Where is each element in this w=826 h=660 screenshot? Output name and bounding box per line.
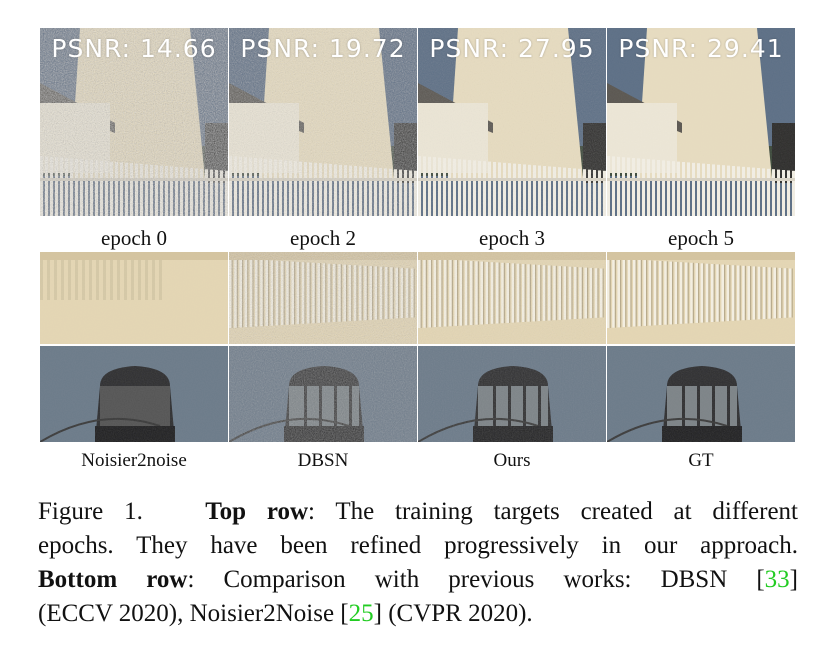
citation-link-25[interactable]: 25 bbox=[348, 600, 374, 627]
result-image-epoch-2: PSNR: 27.95 bbox=[418, 28, 606, 216]
citation-link-33[interactable]: 33 bbox=[764, 566, 790, 593]
method-label: DBSN bbox=[297, 450, 349, 471]
method-label: Noisier2noise bbox=[81, 450, 187, 471]
figure-number: Figure 1. bbox=[38, 498, 143, 525]
caption-bracket: ] bbox=[789, 566, 798, 593]
caption-line-2: epochs. They have been refined progressi… bbox=[38, 532, 798, 559]
lantern-crop-gt bbox=[607, 346, 795, 442]
psnr-value: PSNR: 27.95 bbox=[429, 34, 595, 63]
psnr-value: PSNR: 14.66 bbox=[51, 34, 217, 63]
caption-top-row-heading: Top row bbox=[205, 498, 309, 525]
method-label: GT bbox=[688, 450, 714, 471]
epoch-label: epoch 3 bbox=[479, 226, 545, 250]
lantern-crop-dbsn bbox=[229, 346, 417, 442]
lantern-crop-noisier2noise bbox=[40, 346, 228, 442]
figure-caption: Figure 1. Top row: The training targets … bbox=[38, 495, 798, 631]
method-label: Ours bbox=[493, 450, 531, 471]
caption-line-3: Bottom row: Comparison with previous wor… bbox=[38, 563, 798, 597]
caption-line-1: Figure 1. Top row: The training targets … bbox=[38, 495, 798, 529]
result-image-epoch-3: PSNR: 29.41 bbox=[607, 28, 795, 216]
epoch-label: epoch 5 bbox=[668, 226, 734, 250]
fence-crop-ours bbox=[418, 252, 606, 344]
epoch-label: epoch 2 bbox=[290, 226, 356, 250]
result-image-epoch-0: PSNR: 14.66 bbox=[40, 28, 228, 216]
epoch-label: epoch 0 bbox=[101, 226, 167, 250]
psnr-value: PSNR: 19.72 bbox=[240, 34, 406, 63]
fence-crop-noisier2noise bbox=[40, 252, 228, 344]
caption-text-4b: ] (CVPR 2020). bbox=[373, 600, 533, 627]
caption-text-4a: (ECCV 2020), Noisier2Noise [ bbox=[38, 600, 349, 627]
caption-text-3: : Comparison with previous works: DBSN [ bbox=[187, 566, 765, 593]
caption-bottom-row-heading: Bottom row bbox=[38, 566, 188, 593]
fence-crop-dbsn bbox=[229, 252, 417, 344]
fence-crop-gt bbox=[607, 252, 795, 344]
psnr-value: PSNR: 29.41 bbox=[618, 34, 784, 63]
caption-text-1: : The training targets created at differ… bbox=[308, 498, 798, 525]
result-image-epoch-1: PSNR: 19.72 bbox=[229, 28, 417, 216]
caption-line-4: (ECCV 2020), Noisier2Noise [25] (CVPR 20… bbox=[38, 597, 798, 631]
lantern-crop-ours bbox=[418, 346, 606, 442]
